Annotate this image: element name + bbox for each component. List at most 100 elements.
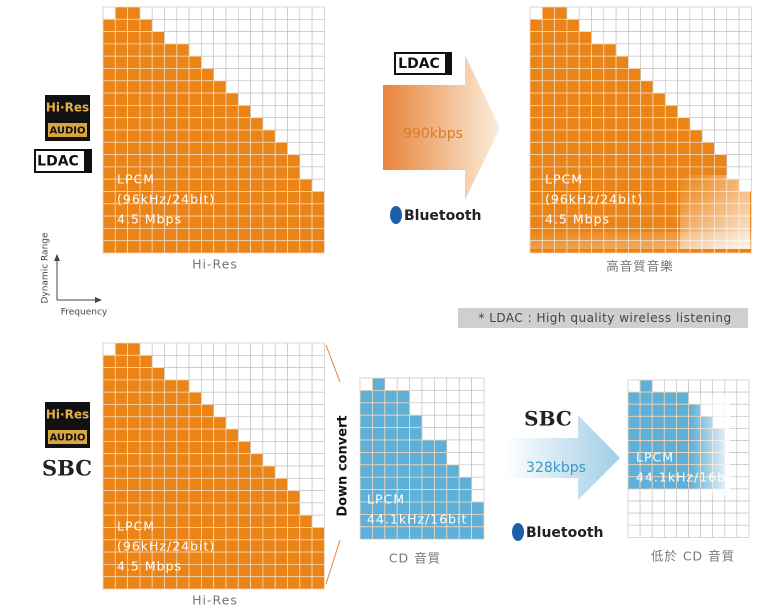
filled-cell: [151, 80, 165, 94]
filled-cell: [652, 129, 666, 143]
note-box: [458, 308, 748, 328]
filled-cell: [188, 117, 202, 131]
filled-cell: [396, 451, 411, 466]
empty-cell: [250, 391, 264, 405]
filled-cell: [151, 490, 165, 504]
filled-cell: [421, 526, 435, 540]
filled-cell: [591, 105, 605, 119]
filled-cell: [250, 576, 264, 590]
grid-text: 44.1kHz/16bit: [636, 470, 736, 485]
empty-cell: [188, 31, 202, 45]
empty-cell: [651, 379, 665, 393]
empty-cell: [726, 80, 740, 94]
empty-cell: [701, 80, 715, 94]
filled-cell: [250, 227, 264, 242]
filled-cell: [676, 427, 689, 441]
empty-cell: [529, 6, 543, 20]
filled-cell: [213, 564, 227, 578]
filled-cell: [114, 55, 129, 69]
filled-cell: [213, 576, 227, 590]
empty-cell: [736, 379, 750, 393]
empty-cell: [213, 31, 227, 45]
filled-cell: [615, 80, 629, 94]
empty-cell: [736, 403, 750, 417]
filled-cell: [359, 526, 373, 540]
empty-cell: [287, 354, 301, 368]
filled-cell: [566, 105, 580, 119]
filled-cell: [188, 416, 202, 430]
empty-cell: [311, 490, 325, 504]
empty-cell: [712, 379, 726, 393]
filled-cell: [225, 440, 239, 455]
filled-cell: [628, 92, 642, 106]
filled-cell: [274, 215, 288, 229]
empty-cell: [176, 354, 190, 368]
filled-cell: [578, 31, 592, 45]
filled-cell: [262, 141, 276, 156]
empty-cell: [274, 404, 288, 418]
empty-cell: [458, 439, 472, 453]
empty-cell: [299, 129, 313, 143]
filled-cell: [237, 203, 252, 217]
filled-cell: [628, 105, 642, 119]
filled-cell: [554, 141, 568, 156]
filled-cell: [176, 379, 190, 393]
filled-cell: [529, 68, 543, 82]
filled-cell: [102, 564, 116, 578]
empty-cell: [299, 490, 313, 504]
empty-cell: [700, 524, 713, 538]
filled-cell: [471, 514, 485, 528]
filled-cell: [139, 391, 153, 405]
empty-cell: [250, 55, 264, 69]
empty-cell: [176, 367, 190, 381]
empty-cell: [688, 512, 701, 526]
filled-cell: [188, 105, 202, 119]
filled-cell: [188, 55, 202, 69]
empty-cell: [164, 31, 178, 45]
empty-cell: [188, 342, 202, 356]
filled-cell: [262, 539, 276, 553]
empty-cell: [274, 342, 288, 356]
filled-cell: [262, 490, 276, 504]
filled-cell: [566, 154, 580, 168]
filled-cell: [114, 416, 129, 430]
filled-cell: [663, 427, 677, 441]
filled-cell: [213, 539, 227, 553]
filled-cell: [591, 154, 605, 168]
empty-cell: [164, 6, 178, 20]
filled-cell: [409, 451, 423, 466]
filled-cell: [200, 576, 215, 590]
filled-cell: [200, 465, 215, 479]
empty-cell: [664, 31, 678, 45]
badge-text: LDAC: [37, 154, 79, 170]
empty-cell: [311, 379, 325, 393]
filled-cell: [213, 428, 227, 442]
filled-cell: [591, 141, 605, 156]
empty-cell: [201, 6, 214, 20]
filled-cell: [274, 166, 288, 180]
empty-cell: [663, 379, 677, 393]
filled-cell: [615, 129, 629, 143]
empty-cell: [689, 31, 703, 45]
empty-cell: [615, 6, 629, 20]
grid: [529, 6, 752, 254]
empty-cell: [738, 18, 752, 32]
filled-cell: [213, 490, 227, 504]
filled-cell: [188, 477, 202, 491]
empty-cell: [238, 6, 251, 20]
filled-cell: [102, 18, 116, 32]
empty-cell: [262, 379, 276, 393]
filled-cell: [200, 117, 215, 131]
filled-cell: [139, 129, 153, 143]
filled-cell: [188, 240, 202, 254]
filled-cell: [164, 428, 178, 442]
empty-cell: [651, 512, 665, 526]
transfer-arrow: [505, 415, 620, 500]
filled-cell: [188, 490, 202, 504]
filled-cell: [176, 453, 190, 467]
filled-cell: [409, 526, 423, 540]
empty-cell: [274, 441, 288, 454]
filled-cell: [127, 43, 141, 57]
filled-cell: [311, 240, 325, 254]
empty-cell: [677, 92, 691, 106]
